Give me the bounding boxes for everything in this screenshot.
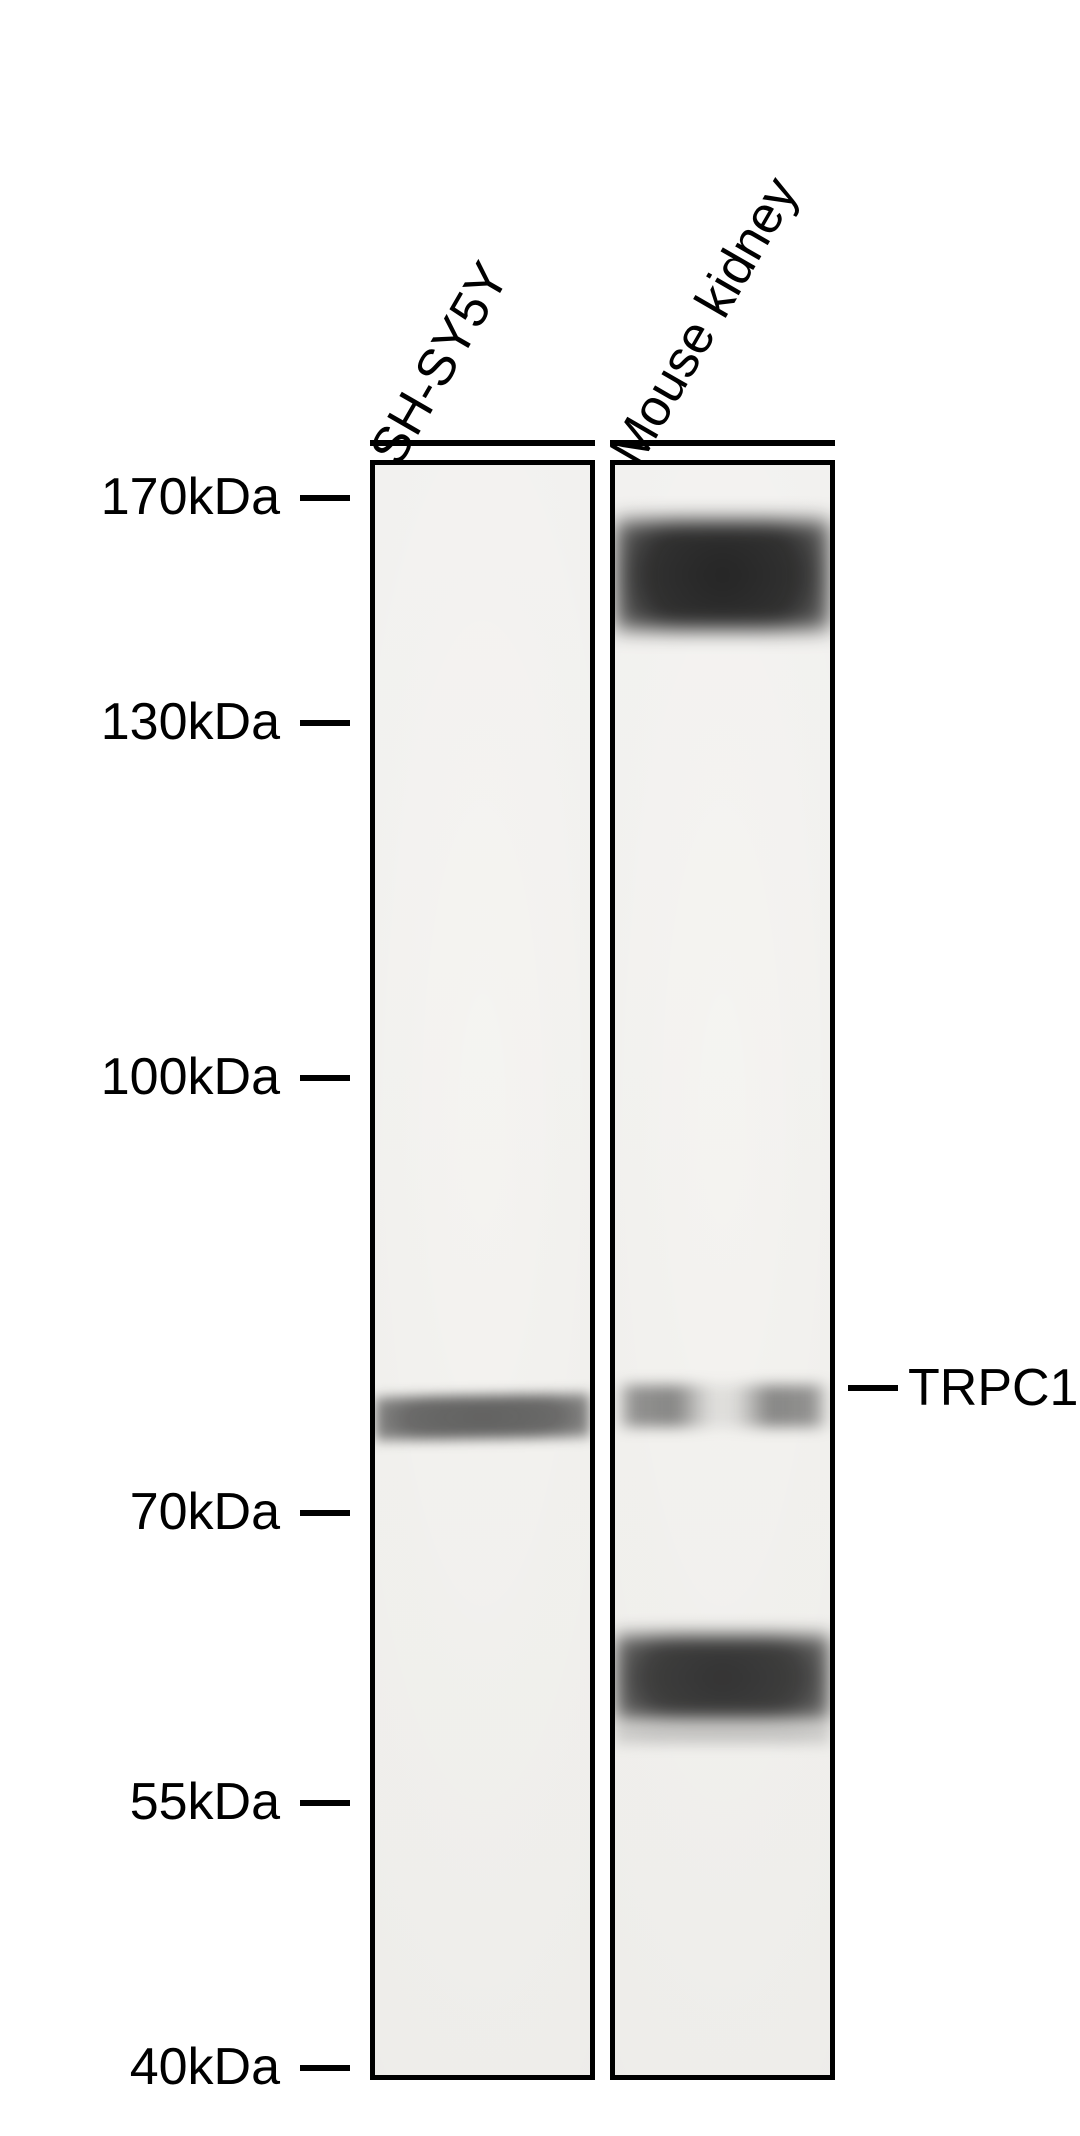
marker-label: 100kDa (101, 1047, 280, 1107)
blot-band (615, 1635, 830, 1720)
blot-band (375, 1393, 590, 1441)
blot-lane (610, 460, 835, 2080)
lane-label-2: Mouse kidney (598, 167, 810, 475)
blot-band (615, 1725, 830, 1745)
marker-label: 130kDa (101, 692, 280, 752)
western-blot-figure: SH-SY5Y Mouse kidney 170kDa130kDa100kDa7… (0, 0, 1080, 2136)
lane-underline-1 (370, 440, 595, 446)
blot-band (615, 1385, 830, 1427)
marker-label: 170kDa (101, 467, 280, 527)
marker-tick (300, 720, 350, 726)
blot-lane (370, 460, 595, 2080)
marker-label: 40kDa (130, 2037, 280, 2097)
target-tick (848, 1385, 898, 1391)
blot-band (615, 520, 830, 630)
marker-tick (300, 1800, 350, 1806)
marker-tick (300, 1075, 350, 1081)
marker-tick (300, 2065, 350, 2071)
marker-label: 55kDa (130, 1772, 280, 1832)
marker-label: 70kDa (130, 1482, 280, 1542)
lane-underline-2 (610, 440, 835, 446)
target-label: TRPC1 (908, 1358, 1078, 1418)
marker-tick (300, 1510, 350, 1516)
marker-tick (300, 495, 350, 501)
